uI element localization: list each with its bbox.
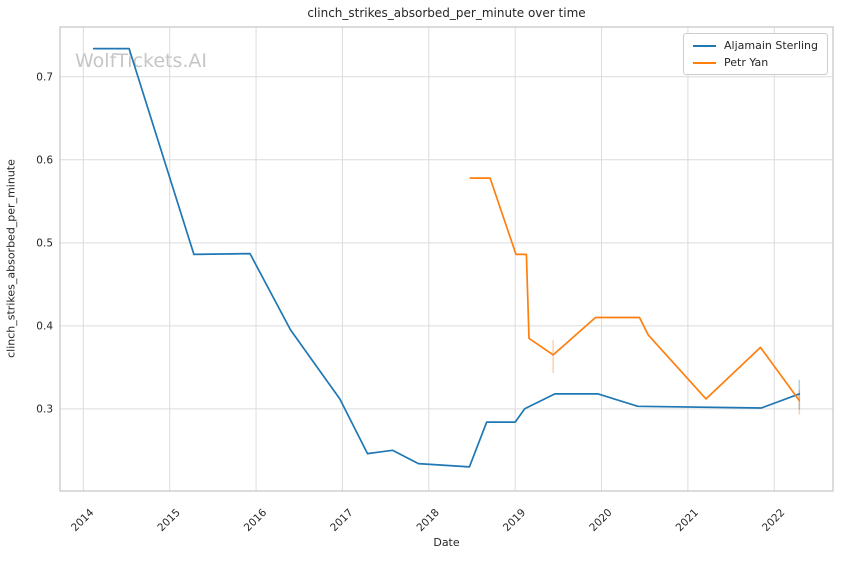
legend-line-swatch-blue <box>693 44 716 47</box>
x-axis-label: Date <box>433 536 460 549</box>
legend-line-swatch-orange <box>693 61 716 64</box>
y-tick-label: 0.6 <box>36 154 53 166</box>
x-tick-label: 2021 <box>674 507 701 534</box>
y-tick-label: 0.5 <box>36 237 53 249</box>
x-tick-label: 2018 <box>415 507 442 534</box>
x-tick-label: 2015 <box>155 507 182 534</box>
watermark: WolfTickets.AI <box>75 50 207 72</box>
y-tick-label: 0.3 <box>36 403 53 415</box>
plot-frame <box>59 26 834 492</box>
legend-label: Aljamain Sterling <box>724 39 819 52</box>
x-tick-label: 2016 <box>242 506 270 534</box>
x-tick-label: 2017 <box>328 507 355 534</box>
x-tick-label: 2019 <box>501 507 528 534</box>
x-tick-label: 2014 <box>69 506 97 534</box>
series-line <box>469 177 801 402</box>
legend-item-petr-yan: Petr Yan <box>693 56 818 69</box>
chart-title: clinch_strikes_absorbed_per_minute over … <box>307 6 586 20</box>
series-line <box>92 47 801 468</box>
y-axis-label: clinch_strikes_absorbed_per_minute <box>4 159 18 358</box>
x-tick-label: 2020 <box>587 507 614 534</box>
y-tick-label: 0.7 <box>36 71 53 83</box>
legend: Aljamain Sterling Petr Yan <box>683 33 828 75</box>
x-tick-label: 2022 <box>760 507 787 534</box>
legend-item-aljamain-sterling: Aljamain Sterling <box>693 39 818 52</box>
y-tick-label: 0.4 <box>36 320 53 332</box>
legend-label: Petr Yan <box>724 56 769 69</box>
